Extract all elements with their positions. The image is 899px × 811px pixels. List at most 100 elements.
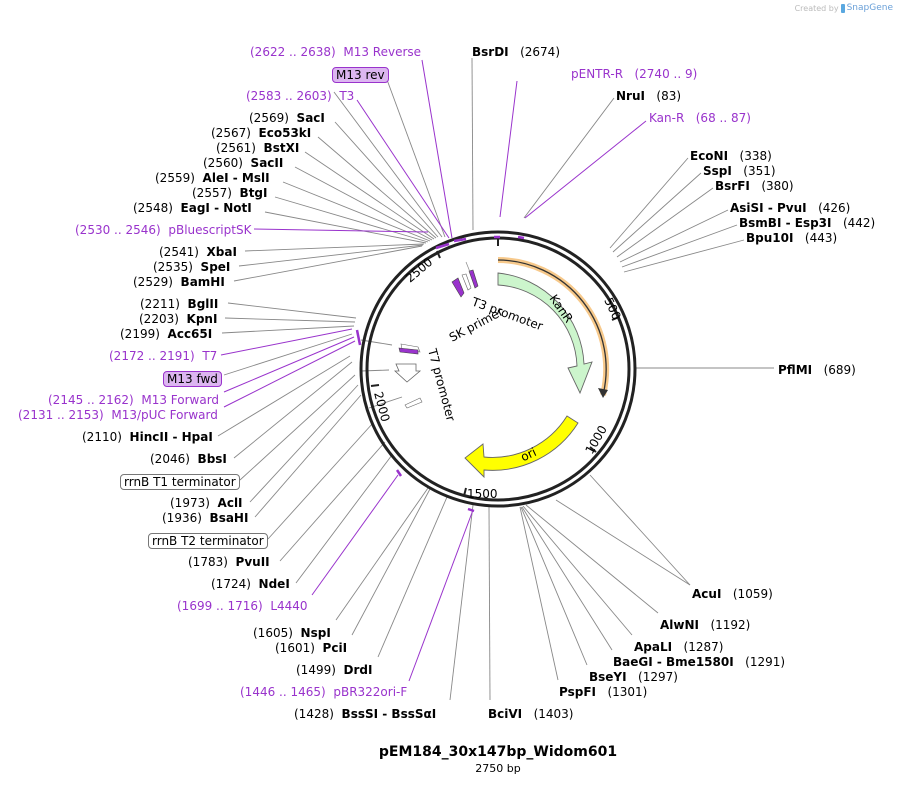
- enzyme-label-hincii-hpai[interactable]: (2110) HincII - HpaI: [82, 430, 213, 444]
- credit-brand: SnapGene: [846, 3, 893, 13]
- enzyme-label-ndei[interactable]: (1724) NdeI: [211, 577, 290, 591]
- site-position: (338): [739, 149, 772, 163]
- enzyme-label-pcii[interactable]: (1601) PciI: [275, 641, 347, 655]
- site-name: KpnI: [186, 312, 218, 326]
- ori-feature-arrow: [464, 415, 579, 479]
- enzyme-label-bsahi[interactable]: (1936) BsaHI: [162, 511, 248, 525]
- feature-label-pbluescriptsk[interactable]: (2530 .. 2546) pBluescriptSK: [75, 223, 251, 237]
- enzyme-label-acc65i[interactable]: (2199) Acc65I: [120, 327, 212, 341]
- site-position: (2622 .. 2638): [250, 45, 336, 59]
- site-position: (2211): [140, 297, 180, 311]
- site-name: AlwNI: [660, 618, 699, 632]
- feature-label-m13pucforward[interactable]: (2131 .. 2153) M13/pUC Forward: [18, 408, 218, 422]
- site-name: Eco53kI: [258, 126, 312, 140]
- site-name: BssSI - BssSαI: [341, 707, 437, 721]
- enzyme-label-btgi[interactable]: (2557) BtgI: [192, 186, 267, 200]
- enzyme-label-pvuii[interactable]: (1783) PvuII: [188, 555, 270, 569]
- feature-label-t3[interactable]: (2583 .. 2603) T3: [246, 89, 354, 103]
- site-position: (2569): [249, 111, 289, 125]
- site-name: BtgI: [239, 186, 268, 200]
- enzyme-label-pspfi[interactable]: PspFI (1301): [559, 685, 647, 699]
- enzyme-label-bsrfi[interactable]: BsrFI (380): [715, 179, 794, 193]
- credit-prefix: Created by: [794, 3, 839, 13]
- feature-box-rrnbt2[interactable]: rrnB T2 terminator: [148, 533, 268, 549]
- site-position: (1936): [162, 511, 202, 525]
- feature-label-t7[interactable]: (2172 .. 2191) T7: [109, 349, 217, 363]
- enzyme-label-acui[interactable]: AcuI (1059): [692, 587, 773, 601]
- site-position: (2740 .. 9): [634, 67, 698, 81]
- site-name: AsiSI - PvuI: [730, 201, 807, 215]
- site-position: (1428): [294, 707, 334, 721]
- site-name: EagI - NotI: [180, 201, 252, 215]
- enzyme-label-asisi-pvui[interactable]: AsiSI - PvuI (426): [730, 201, 850, 215]
- enzyme-label-bsmbi-esp3i[interactable]: BsmBI - Esp3I (442): [739, 216, 875, 230]
- enzyme-label-bseyi[interactable]: BseYI (1297): [589, 670, 678, 684]
- plasmid-name: pEM184_30x147bp_Widom601: [378, 744, 618, 760]
- enzyme-label-bcivi[interactable]: BciVI (1403): [488, 707, 573, 721]
- enzyme-label-drdi[interactable]: (1499) DrdI: [296, 663, 372, 677]
- site-position: (2199): [120, 327, 160, 341]
- feature-box-m13fwd-box[interactable]: M13 fwd: [163, 371, 222, 387]
- site-position: (1605): [253, 626, 293, 640]
- feature-box-m13rev-box[interactable]: M13 rev: [332, 67, 389, 83]
- enzyme-label-eagi-noti[interactable]: (2548) EagI - NotI: [133, 201, 252, 215]
- enzyme-label-econi[interactable]: EcoNI (338): [690, 149, 772, 163]
- site-name: BseYI: [589, 670, 627, 684]
- site-name: pENTR-R: [571, 67, 624, 81]
- feature-label-kan-r[interactable]: Kan-R (68 .. 87): [649, 111, 751, 125]
- enzyme-label-pflmi[interactable]: PflMI (689): [778, 363, 856, 377]
- enzyme-label-spei[interactable]: (2535) SpeI: [153, 260, 230, 274]
- site-position: (1059): [732, 587, 773, 601]
- site-position: (2110): [82, 430, 122, 444]
- site-name: NruI: [616, 89, 645, 103]
- site-name: BsaHI: [209, 511, 249, 525]
- enzyme-label-bstxi[interactable]: (2561) BstXI: [216, 141, 299, 155]
- enzyme-label-bsrdi[interactable]: BsrDI (2674): [472, 45, 560, 59]
- feature-label-m13forward[interactable]: (2145 .. 2162) M13 Forward: [48, 393, 219, 407]
- enzyme-label-apali[interactable]: ApaLI (1287): [634, 640, 723, 654]
- enzyme-label-bamhi[interactable]: (2529) BamHI: [133, 275, 225, 289]
- enzyme-label-xbai[interactable]: (2541) XbaI: [159, 245, 237, 259]
- site-name: Bpu10I: [746, 231, 794, 245]
- site-position: (2145 .. 2162): [48, 393, 134, 407]
- site-name: M13 Forward: [141, 393, 220, 407]
- enzyme-label-alei-msli[interactable]: (2559) AleI - MslI: [155, 171, 270, 185]
- enzyme-label-acli[interactable]: (1973) AclI: [170, 496, 243, 510]
- enzyme-label-kpni[interactable]: (2203) KpnI: [139, 312, 217, 326]
- enzyme-label-bpu10i[interactable]: Bpu10I (443): [746, 231, 837, 245]
- feature-label-m13rev-primer[interactable]: (2622 .. 2638) M13 Reverse: [250, 45, 421, 59]
- site-position: (1973): [170, 496, 210, 510]
- enzyme-label-alwni[interactable]: AlwNI (1192): [660, 618, 750, 632]
- enzyme-label-bbsi[interactable]: (2046) BbsI: [150, 452, 227, 466]
- sk-primer-label: SK primer: [447, 304, 506, 344]
- site-name: PciI: [322, 641, 348, 655]
- site-name: BbsI: [197, 452, 227, 466]
- enzyme-label-nrui[interactable]: NruI (83): [616, 89, 681, 103]
- tick-marks: [370, 238, 620, 497]
- site-name: AleI - MslI: [202, 171, 270, 185]
- enzyme-label-sspi[interactable]: SspI (351): [703, 164, 776, 178]
- feature-box-rrnbt1[interactable]: rrnB T1 terminator: [120, 474, 240, 490]
- enzyme-label-bsssi-bsssai[interactable]: (1428) BssSI - BssSαI: [294, 707, 436, 721]
- site-position: (351): [743, 164, 776, 178]
- site-name: BsrDI: [472, 45, 509, 59]
- enzyme-label-bglii[interactable]: (2211) BglII: [140, 297, 218, 311]
- enzyme-label-saci[interactable]: (2569) SacI: [249, 111, 325, 125]
- enzyme-label-sacii[interactable]: (2560) SacII: [203, 156, 283, 170]
- enzyme-label-baegi-bme1580i[interactable]: BaeGI - Bme1580I (1291): [613, 655, 785, 669]
- leader-lines-left: [217, 76, 491, 701]
- feature-label-l4440[interactable]: (1699 .. 1716) L4440: [177, 599, 308, 613]
- site-position: (2583 .. 2603): [246, 89, 332, 103]
- site-position: (2560): [203, 156, 243, 170]
- site-name: XbaI: [206, 245, 237, 259]
- site-name: BsmBI - Esp3I: [739, 216, 832, 230]
- feature-leaders-left: [220, 59, 647, 682]
- site-name: DrdI: [343, 663, 373, 677]
- feature-label-pentr-r[interactable]: pENTR-R (2740 .. 9): [571, 67, 697, 81]
- site-position: (1297): [638, 670, 678, 684]
- enzyme-label-eco53ki[interactable]: (2567) Eco53kI: [211, 126, 311, 140]
- kanr-label: KanR: [547, 292, 576, 325]
- feature-label-pbr322ori-f[interactable]: (1446 .. 1465) pBR322ori-F: [240, 685, 407, 699]
- site-name: Acc65I: [167, 327, 213, 341]
- enzyme-label-nspi[interactable]: (1605) NspI: [253, 626, 331, 640]
